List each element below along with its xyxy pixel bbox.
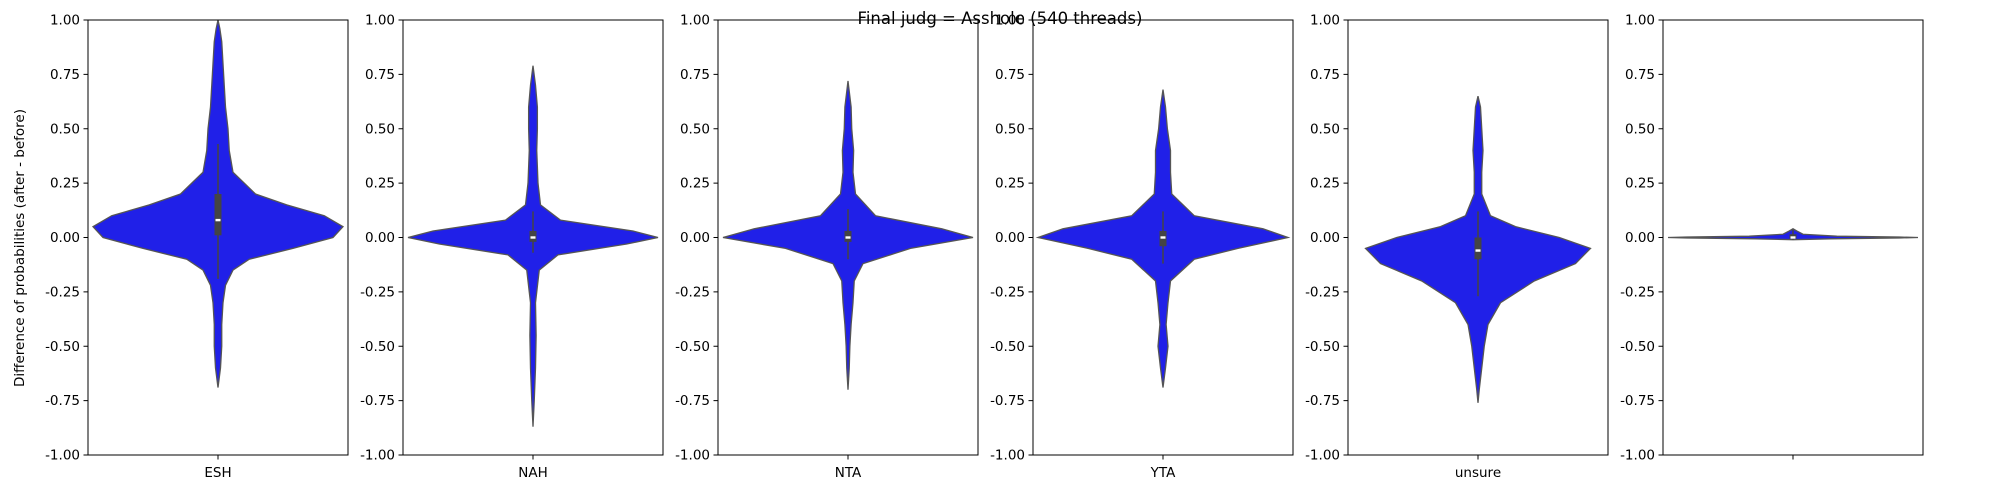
x-category-label: YTA bbox=[1150, 465, 1176, 481]
y-tick-label: 0.50 bbox=[680, 121, 710, 137]
y-tick-label: 0.25 bbox=[50, 176, 80, 192]
y-tick-label: 1.00 bbox=[1310, 13, 1340, 29]
y-tick-label: -0.75 bbox=[675, 393, 710, 409]
y-tick-label: -0.75 bbox=[1620, 393, 1655, 409]
violin-panel-NTA: -1.00 -0.75 -0.50 -0.25 0.00 0.25 0.50 0.75 1.00… bbox=[675, 13, 979, 481]
violin-panel-unsure: -1.00 -0.75 -0.50 -0.25 0.00 0.25 0.50 0.75 1.00… bbox=[1305, 13, 1609, 481]
y-tick-label: 0.25 bbox=[680, 176, 710, 192]
y-tick-label: 1.00 bbox=[365, 13, 395, 29]
x-category-label: ESH bbox=[204, 465, 231, 481]
y-tick-label: 0.50 bbox=[1625, 121, 1655, 137]
y-tick-label: -0.50 bbox=[675, 339, 710, 355]
violin-iqr-box bbox=[1474, 237, 1482, 260]
y-tick-label: 1.00 bbox=[1625, 13, 1655, 29]
y-tick-label: -0.50 bbox=[360, 339, 395, 355]
y-tick-label: 1.00 bbox=[995, 13, 1025, 29]
x-category-label: unsure bbox=[1455, 465, 1501, 481]
y-tick-label: -0.25 bbox=[990, 284, 1025, 300]
y-tick-label: -0.25 bbox=[675, 284, 710, 300]
y-tick-label: -0.75 bbox=[1305, 393, 1340, 409]
x-category-label: NAH bbox=[518, 465, 548, 481]
y-tick-label: -1.00 bbox=[1305, 448, 1340, 464]
y-axis-label: Difference of probabilities (after - bef… bbox=[12, 109, 28, 387]
y-tick-label: 0.25 bbox=[1625, 176, 1655, 192]
y-tick-label: 0.50 bbox=[1310, 121, 1340, 137]
y-tick-label: -1.00 bbox=[1620, 448, 1655, 464]
x-category-label: NTA bbox=[835, 465, 862, 481]
y-tick-label: 1.00 bbox=[50, 13, 80, 29]
violin-iqr-box bbox=[214, 194, 222, 236]
y-tick-label: 0.00 bbox=[50, 230, 80, 246]
violin-median-marker bbox=[1790, 236, 1796, 239]
y-tick-label: 0.00 bbox=[365, 230, 395, 246]
y-tick-label: -1.00 bbox=[45, 448, 80, 464]
y-tick-label: 0.25 bbox=[1310, 176, 1340, 192]
y-tick-label: 1.00 bbox=[680, 13, 710, 29]
figure-title: Final judg = Asshole (540 threads) bbox=[858, 9, 1143, 28]
y-tick-label: 0.50 bbox=[365, 121, 395, 137]
y-tick-label: -1.00 bbox=[675, 448, 710, 464]
violin-panel-YTA: -1.00 -0.75 -0.50 -0.25 0.00 0.25 0.50 0.75 1.00… bbox=[990, 13, 1294, 481]
y-tick-label: -0.50 bbox=[1620, 339, 1655, 355]
violin-median-marker bbox=[845, 236, 851, 239]
y-tick-label: 0.50 bbox=[995, 121, 1025, 137]
y-tick-label: -1.00 bbox=[990, 448, 1025, 464]
y-tick-label: 0.00 bbox=[995, 230, 1025, 246]
y-tick-label: 0.75 bbox=[995, 67, 1025, 83]
y-tick-label: 0.75 bbox=[680, 67, 710, 83]
y-tick-label: 0.00 bbox=[1625, 230, 1655, 246]
violin-median-marker bbox=[1475, 249, 1481, 252]
y-tick-label: -1.00 bbox=[360, 448, 395, 464]
violin-panel-ESH: -1.00 -0.75 -0.50 -0.25 0.00 0.25 0.50 0.75 1.00… bbox=[45, 13, 349, 481]
y-tick-label: -0.25 bbox=[1620, 284, 1655, 300]
violin-median-marker bbox=[215, 218, 221, 222]
y-tick-label: -0.75 bbox=[45, 393, 80, 409]
y-tick-label: 0.25 bbox=[995, 176, 1025, 192]
y-tick-label: -0.50 bbox=[45, 339, 80, 355]
y-tick-label: 0.75 bbox=[1625, 67, 1655, 83]
y-tick-label: -0.25 bbox=[360, 284, 395, 300]
y-tick-label: 0.75 bbox=[1310, 67, 1340, 83]
y-tick-label: -0.75 bbox=[360, 393, 395, 409]
y-tick-label: -0.75 bbox=[990, 393, 1025, 409]
y-tick-label: 0.00 bbox=[1310, 230, 1340, 246]
violin-median-marker bbox=[1160, 236, 1166, 239]
y-tick-label: 0.50 bbox=[50, 121, 80, 137]
violin-panel-blank: -1.00 -0.75 -0.50 -0.25 0.00 0.25 0.50 0.75 1.00 bbox=[1620, 13, 1924, 464]
y-tick-label: 0.75 bbox=[365, 67, 395, 83]
violin-panel-NAH: -1.00 -0.75 -0.50 -0.25 0.00 0.25 0.50 0.75 1.00… bbox=[360, 13, 664, 481]
y-tick-label: -0.50 bbox=[1305, 339, 1340, 355]
y-tick-label: 0.00 bbox=[680, 230, 710, 246]
y-tick-label: 0.75 bbox=[50, 67, 80, 83]
violin-median-marker bbox=[530, 236, 536, 239]
y-tick-label: -0.25 bbox=[45, 284, 80, 300]
y-tick-label: -0.25 bbox=[1305, 284, 1340, 300]
panels-group: -1.00 -0.75 -0.50 -0.25 0.00 0.25 0.50 0.75 1.00… bbox=[45, 13, 1924, 481]
y-tick-label: -0.50 bbox=[990, 339, 1025, 355]
y-tick-label: 0.25 bbox=[365, 176, 395, 192]
